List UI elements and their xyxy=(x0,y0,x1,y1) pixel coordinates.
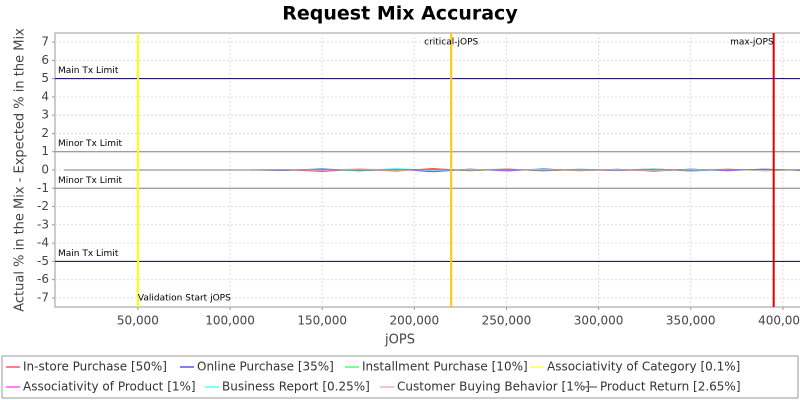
y-axis-label: Actual % in the Mix - Expected % in the … xyxy=(13,28,28,312)
y-tick-label: -1 xyxy=(37,181,49,195)
y-tick-label: -2 xyxy=(37,199,49,213)
y-tick-label: 1 xyxy=(41,144,49,158)
y-tick-label: 2 xyxy=(41,126,49,140)
legend xyxy=(1,355,799,399)
y-tick-label: -5 xyxy=(37,254,49,268)
y-tick-label: 6 xyxy=(41,53,49,67)
legend-label: Online Purchase [35%] xyxy=(197,360,334,374)
marker-label: Validation Start jOPS xyxy=(138,294,231,304)
x-tick-label: 300,000 xyxy=(574,314,624,328)
y-tick-label: 3 xyxy=(41,108,49,122)
legend-label: Installment Purchase [10%] xyxy=(362,360,528,374)
y-tick-label: -6 xyxy=(37,272,49,286)
legend-label: Product Return [2.65%] xyxy=(600,380,741,394)
limit-label: Main Tx Limit xyxy=(58,66,119,76)
marker-label: critical-jOPS xyxy=(424,38,478,48)
y-tick-label: 5 xyxy=(41,71,49,85)
limit-label: Minor Tx Limit xyxy=(58,176,123,186)
y-tick-label: -3 xyxy=(37,217,49,231)
chart-title: Request Mix Accuracy xyxy=(282,3,518,25)
x-tick-label: 200,000 xyxy=(390,314,440,328)
legend-label: Customer Buying Behavior [1%] xyxy=(397,380,590,394)
x-tick-label: 400,000 xyxy=(758,314,800,328)
x-tick-label: 50,000 xyxy=(117,314,159,328)
y-tick-label: 7 xyxy=(41,35,49,49)
limit-label: Minor Tx Limit xyxy=(58,139,123,149)
x-tick-label: 350,000 xyxy=(666,314,716,328)
series-line xyxy=(64,169,800,171)
y-tick-label: -4 xyxy=(37,236,49,250)
limit-label: Main Tx Limit xyxy=(58,249,119,259)
y-tick-label: -7 xyxy=(37,290,49,304)
marker-label: max-jOPS xyxy=(730,38,774,48)
y-tick-label: 4 xyxy=(41,89,49,103)
legend-label: Associativity of Category [0.1%] xyxy=(547,360,740,374)
legend-label: Associativity of Product [1%] xyxy=(23,380,196,394)
legend-label: Business Report [0.25%] xyxy=(222,380,370,394)
legend-label: In-store Purchase [50%] xyxy=(23,360,167,374)
y-tick-label: 0 xyxy=(41,163,49,177)
x-axis-label: jOPS xyxy=(384,333,415,348)
x-tick-label: 100,000 xyxy=(205,314,255,328)
x-tick-label: 250,000 xyxy=(482,314,532,328)
x-tick-label: 150,000 xyxy=(297,314,347,328)
